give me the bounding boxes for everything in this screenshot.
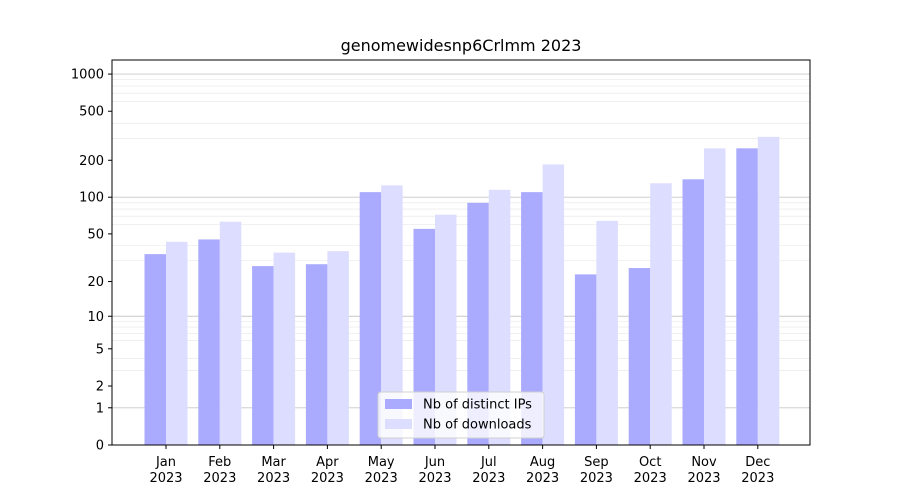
legend-swatch [385, 419, 412, 429]
x-tick-label-month: Feb [208, 455, 231, 470]
x-tick-label-year: 2023 [365, 471, 398, 486]
x-tick-label-month: Dec [745, 455, 770, 470]
x-tick-label-month: Sep [584, 455, 609, 470]
bar-distinct-ips-sep [574, 274, 597, 445]
y-tick-label: 5 [96, 342, 104, 357]
legend-label: Nb of distinct IPs [423, 398, 532, 413]
y-tick-label: 50 [87, 227, 104, 242]
bar-distinct-ips-feb [198, 239, 220, 445]
x-tick-label-year: 2023 [418, 471, 451, 486]
y-tick-label: 10 [87, 310, 104, 325]
legend-box [377, 391, 545, 439]
legend: Nb of distinct IPs Nb of downloads [377, 391, 545, 439]
x-tick-label-month: May [368, 455, 395, 470]
bar-distinct-ips-mar [252, 266, 274, 445]
x-tick-label-year: 2023 [634, 471, 667, 486]
bar-downloads-aug [542, 164, 565, 446]
bar-distinct-ips-jul [467, 202, 489, 445]
bar-distinct-ips-apr [305, 264, 328, 445]
bar-downloads-nov [704, 148, 726, 445]
y-tick-label: 100 [79, 191, 104, 206]
bar-downloads-oct [650, 183, 672, 445]
legend-swatch [385, 399, 412, 409]
bar-downloads-mar [273, 252, 296, 445]
y-tick-label: 1 [96, 401, 104, 416]
x-tick-label-month: Mar [261, 455, 286, 470]
bar-downloads-sep [596, 220, 618, 445]
x-tick-label-year: 2023 [149, 471, 182, 486]
x-tick-label-year: 2023 [687, 471, 720, 486]
bar-distinct-ips-jan [144, 254, 166, 445]
y-tick-label: 0 [96, 439, 104, 454]
plot-frame [111, 59, 811, 446]
bar-downloads-apr [327, 251, 349, 445]
bar-downloads-jul [488, 189, 511, 445]
bars-layer [144, 136, 780, 446]
legend-label: Nb of downloads [423, 418, 532, 433]
x-tick-label-year: 2023 [580, 471, 613, 486]
bar-downloads-jun [435, 214, 457, 445]
y-tick-label: 1000 [71, 68, 104, 83]
bar-downloads-may [381, 185, 403, 446]
x-tick-label-year: 2023 [257, 471, 290, 486]
bar-downloads-dec [757, 136, 780, 445]
y-tick-label: 20 [87, 275, 104, 290]
x-tick-label-year: 2023 [311, 471, 344, 486]
bar-distinct-ips-jun [413, 228, 435, 445]
x-tick-label-month: Nov [691, 455, 717, 470]
x-tick-label-year: 2023 [526, 471, 559, 486]
x-tick-label-month: Aug [530, 455, 555, 470]
bar-distinct-ips-dec [736, 148, 758, 445]
x-tick-label-year: 2023 [472, 471, 505, 486]
y-tick-label: 500 [79, 105, 104, 120]
y-tick-label: 2 [96, 380, 104, 395]
bar-downloads-jan [166, 241, 188, 445]
x-tick-label-year: 2023 [203, 471, 236, 486]
bar-distinct-ips-oct [628, 268, 651, 445]
x-axis: Jan2023Feb2023Mar2023Apr2023May2023Jun20… [149, 445, 774, 486]
x-tick-label-year: 2023 [741, 471, 774, 486]
y-tick-label: 200 [79, 154, 104, 169]
x-tick-label-month: Jun [424, 455, 445, 470]
x-tick-label-month: Oct [639, 455, 661, 470]
bar-downloads-feb [219, 221, 242, 445]
y-axis: 0 1 2 5 10 20 50 100 200 500 1000 [71, 68, 112, 454]
chart-title: genomewidesnp6Crlmm 2023 [341, 36, 582, 55]
bar-distinct-ips-may [359, 192, 382, 445]
bar-distinct-ips-nov [682, 179, 704, 445]
bar-distinct-ips-aug [521, 192, 543, 445]
x-tick-label-month: Jan [155, 455, 176, 470]
x-tick-label-month: Apr [316, 455, 339, 470]
x-tick-label-month: Jul [480, 455, 497, 470]
